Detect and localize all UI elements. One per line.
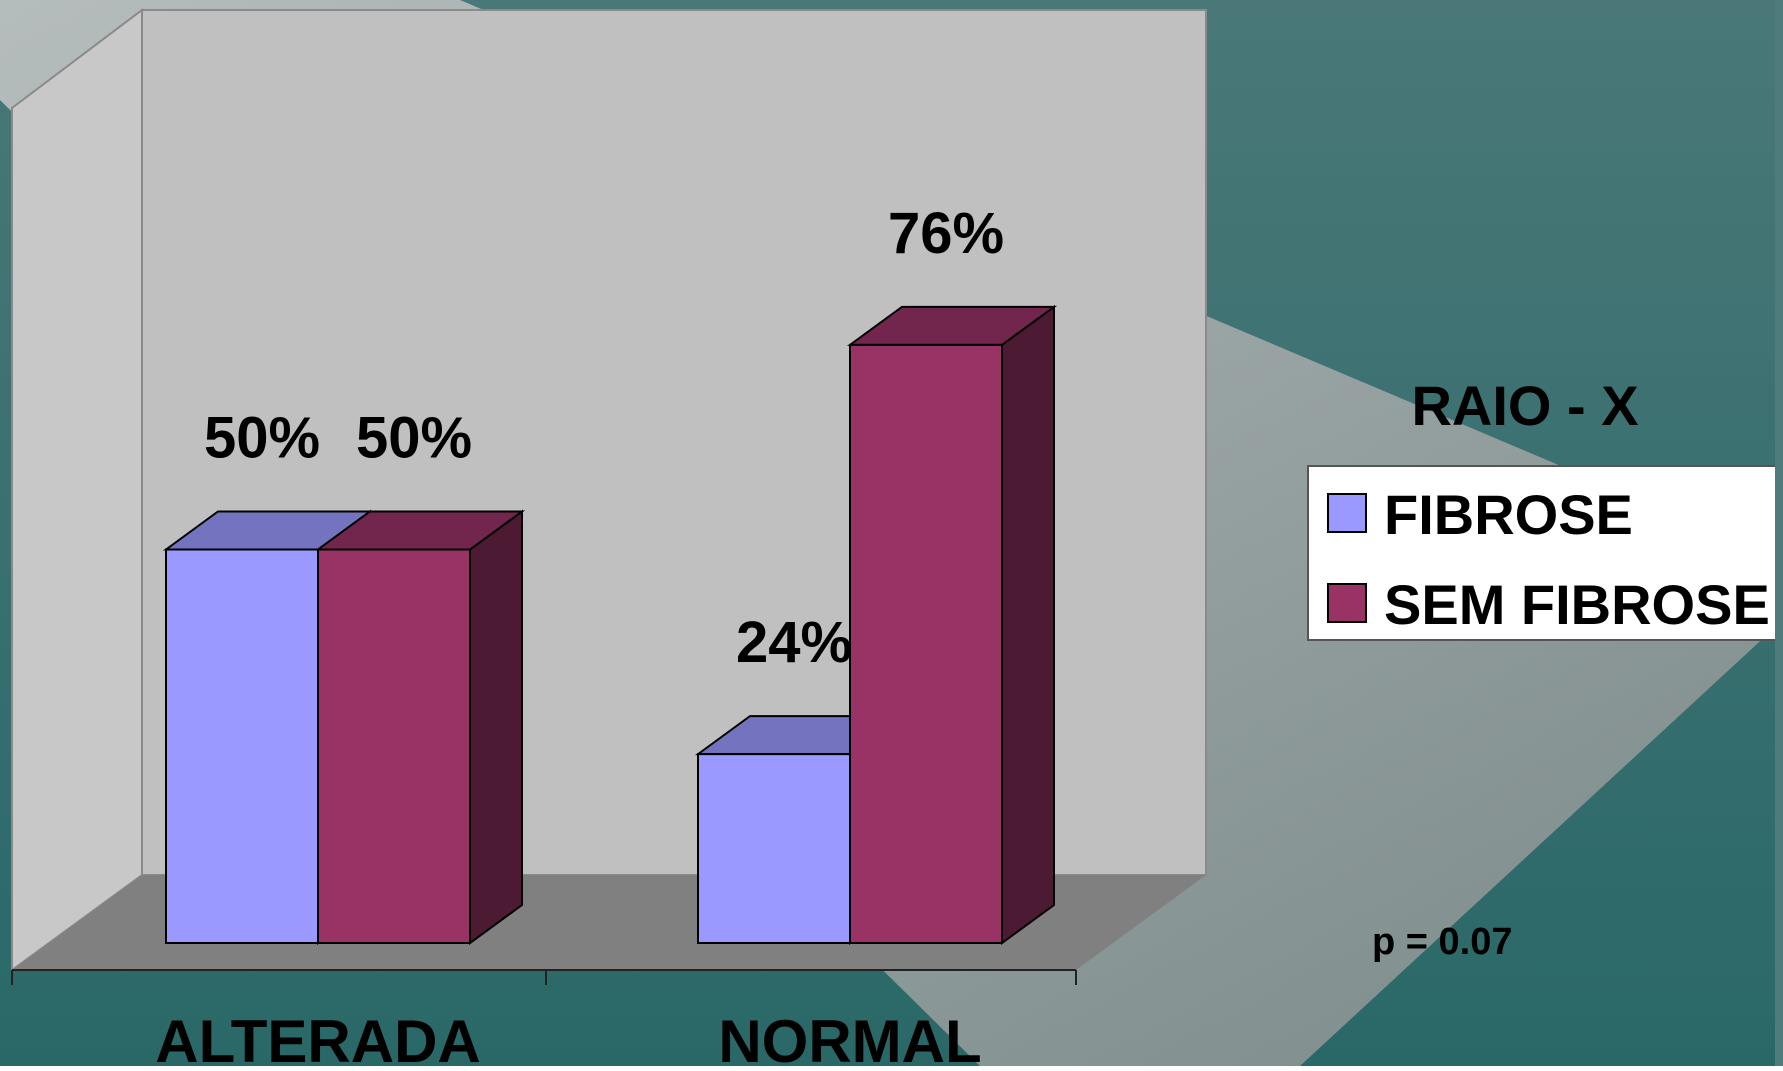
category-labels-group: ALTERADA NORMAL: [155, 1008, 981, 1071]
bar-front-face: [697, 753, 851, 944]
value-label-fibrose-alterada: 50%: [204, 406, 320, 471]
legend-swatch-fibrose: [1327, 493, 1367, 533]
p-value-annotation: p = 0.07: [1372, 921, 1512, 963]
value-labels-group: 50% 50% 24% 76%: [204, 201, 1004, 675]
bar-side-face: [469, 509, 523, 945]
plot-side-wall: [11, 7, 143, 972]
legend-swatch-sem-fibrose: [1327, 583, 1367, 623]
bar-sem-fibrose-alterada: [314, 509, 526, 945]
bar-front-face: [165, 548, 319, 944]
bar-sem-fibrose-normal: [846, 304, 1058, 945]
legend-label-sem-fibrose: SEM FIBROSE: [1384, 573, 1770, 636]
bar-front-face: [849, 343, 1003, 944]
bar-front-face: [317, 548, 471, 944]
value-label-sem-fibrose-normal: 76%: [888, 201, 1004, 266]
value-label-sem-fibrose-alterada: 50%: [356, 406, 472, 471]
value-label-fibrose-normal: 24%: [736, 610, 852, 675]
bar-side-face: [1001, 304, 1055, 945]
legend-label-fibrose: FIBROSE: [1384, 483, 1633, 546]
category-label-alterada: ALTERADA: [155, 1008, 481, 1066]
legend-title: RAIO - X: [1411, 374, 1638, 437]
bars-group: [162, 304, 1058, 945]
category-label-normal: NORMAL: [718, 1008, 981, 1066]
legend-box: [1307, 465, 1783, 641]
legend: FIBROSE SEM FIBROSE: [1307, 465, 1783, 641]
slide-right-edge: [1775, 0, 1783, 1066]
